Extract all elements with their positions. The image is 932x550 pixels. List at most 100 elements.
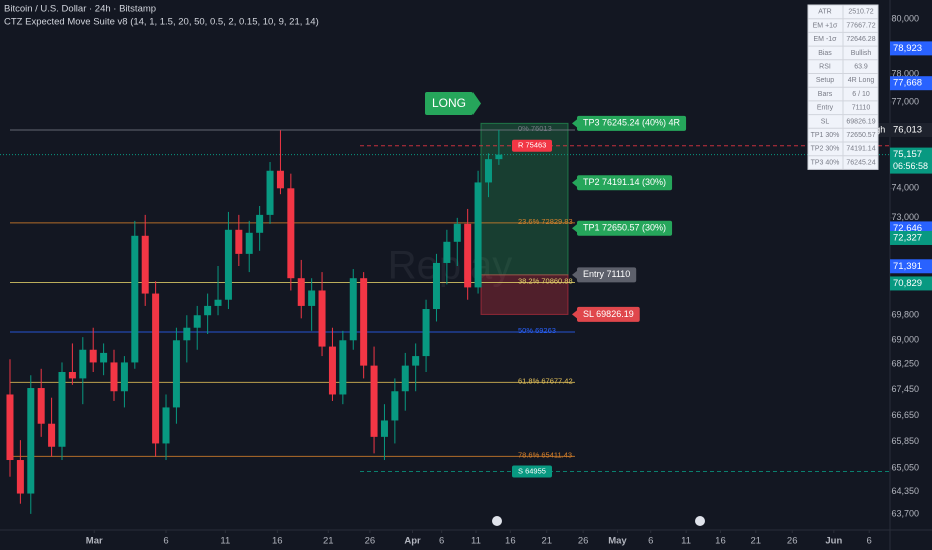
table-key: TP2 30% <box>811 146 840 153</box>
y-tick-label: 65,050 <box>891 463 919 473</box>
y-tick-label: 65,850 <box>891 436 919 446</box>
price-badge-label: 76,013 <box>893 125 922 136</box>
table-key: Setup <box>816 77 834 84</box>
candle-body <box>328 346 336 395</box>
candle-body <box>287 188 295 279</box>
level-badge <box>512 139 552 152</box>
x-tick-label: 6 <box>867 536 872 547</box>
candle-body <box>495 154 503 160</box>
candle-body <box>412 356 420 366</box>
candle-body <box>152 293 160 444</box>
y-tick-label: 73,000 <box>891 212 919 222</box>
candle-body <box>391 391 399 421</box>
candle-body <box>193 315 201 328</box>
y-tick-label: 67,450 <box>891 384 919 394</box>
table-key: RSI <box>819 63 831 70</box>
y-tick-label: 77,000 <box>891 96 919 106</box>
table-key: EM +1σ <box>813 22 838 29</box>
event-flag <box>695 516 705 526</box>
candle-body <box>68 371 76 379</box>
x-tick-label: 21 <box>541 536 552 547</box>
table-value: 77667.72 <box>846 22 875 29</box>
x-tick-label: 16 <box>715 536 726 547</box>
level-label: 50% 69263 <box>518 326 556 335</box>
candle-body <box>37 388 45 424</box>
trade-pointer <box>572 224 577 233</box>
table-value: 2510.72 <box>848 9 873 16</box>
x-tick-label: 6 <box>648 536 653 547</box>
y-tick-label: 63,700 <box>891 508 919 518</box>
trade-badge <box>577 175 673 191</box>
candle-body <box>100 352 108 363</box>
direction-badge <box>425 92 473 115</box>
trade-badge <box>577 115 687 131</box>
level-label: S 64955 <box>518 467 546 476</box>
x-tick-label: 11 <box>471 536 481 547</box>
candle-body <box>48 423 56 447</box>
x-tick-label: Jun <box>825 536 842 547</box>
price-badge <box>890 230 932 245</box>
table-key: EM -1σ <box>814 36 838 43</box>
table-key: SL <box>821 118 830 125</box>
price-badge <box>890 122 932 137</box>
candle-body <box>422 309 430 357</box>
table-key: TP3 40% <box>811 159 840 166</box>
trade-badge <box>577 220 673 236</box>
candle-body <box>266 170 274 215</box>
x-tick-label: 6 <box>439 536 444 547</box>
x-tick-label: 21 <box>323 536 334 547</box>
x-tick-label: 11 <box>220 536 230 547</box>
x-tick-label: Mar <box>86 536 103 547</box>
y-tick-label: 68,250 <box>891 358 919 368</box>
loss-zone <box>480 274 569 315</box>
candle-body <box>245 232 253 254</box>
price-badge <box>890 276 932 291</box>
x-tick-label: 11 <box>681 536 691 547</box>
y-tick-label: 69,800 <box>891 310 919 320</box>
trade-label: Entry 71110 <box>583 269 630 279</box>
trade-badge <box>577 306 640 322</box>
x-tick-label: 21 <box>751 536 762 547</box>
candle-body <box>224 229 232 300</box>
candle-body <box>110 362 118 392</box>
table-key: Bias <box>818 50 832 57</box>
table-value: Bullish <box>851 50 872 57</box>
trade-label: TP3 76245.24 (40%) 4R <box>583 118 681 128</box>
table-value: 72650.57 <box>846 132 875 139</box>
table-value: 6 / 10 <box>852 91 870 98</box>
y-tick-label: 64,350 <box>891 486 919 496</box>
candle-body <box>318 290 326 347</box>
y-tick-label: 74,000 <box>891 183 919 193</box>
table-key: TP1 30% <box>811 132 840 139</box>
candle-body <box>6 394 14 461</box>
price-badge-label: 72,646 <box>893 223 922 234</box>
candle-body <box>360 278 368 366</box>
chart-title: Bitcoin / U.S. Dollar · 24h · Bitstamp <box>4 4 156 15</box>
candle-body <box>183 327 191 341</box>
trade-label: TP1 72650.57 (30%) <box>583 223 666 233</box>
candle-body <box>141 235 149 294</box>
indicator-name: CTZ Expected Move Suite v8 (14, 1, 1.5, … <box>4 17 319 28</box>
candle-body <box>120 362 128 392</box>
x-tick-label: 6 <box>163 536 168 547</box>
candle-body <box>27 388 35 494</box>
price-badge <box>890 259 932 274</box>
price-badge-label: 77,668 <box>893 78 922 89</box>
level-label: 23.6% 72829.83 <box>518 217 573 226</box>
level-label: 0% 76013 <box>518 124 552 133</box>
x-tick-label: May <box>608 536 627 547</box>
candle-body <box>432 262 440 310</box>
trade-label: SL 69826.19 <box>583 309 634 319</box>
x-tick-label: 26 <box>578 536 589 547</box>
candle-body <box>256 214 264 233</box>
trade-label: TP2 74191.14 (30%) <box>583 177 666 187</box>
candle-body <box>474 182 482 288</box>
candle-body <box>339 340 347 395</box>
price-badge-time: 06:56:58 <box>893 161 928 171</box>
candle-body <box>79 349 87 379</box>
x-tick-label: 26 <box>365 536 376 547</box>
candle-body <box>349 278 357 341</box>
price-badge <box>890 41 932 56</box>
trade-pointer <box>572 178 577 187</box>
